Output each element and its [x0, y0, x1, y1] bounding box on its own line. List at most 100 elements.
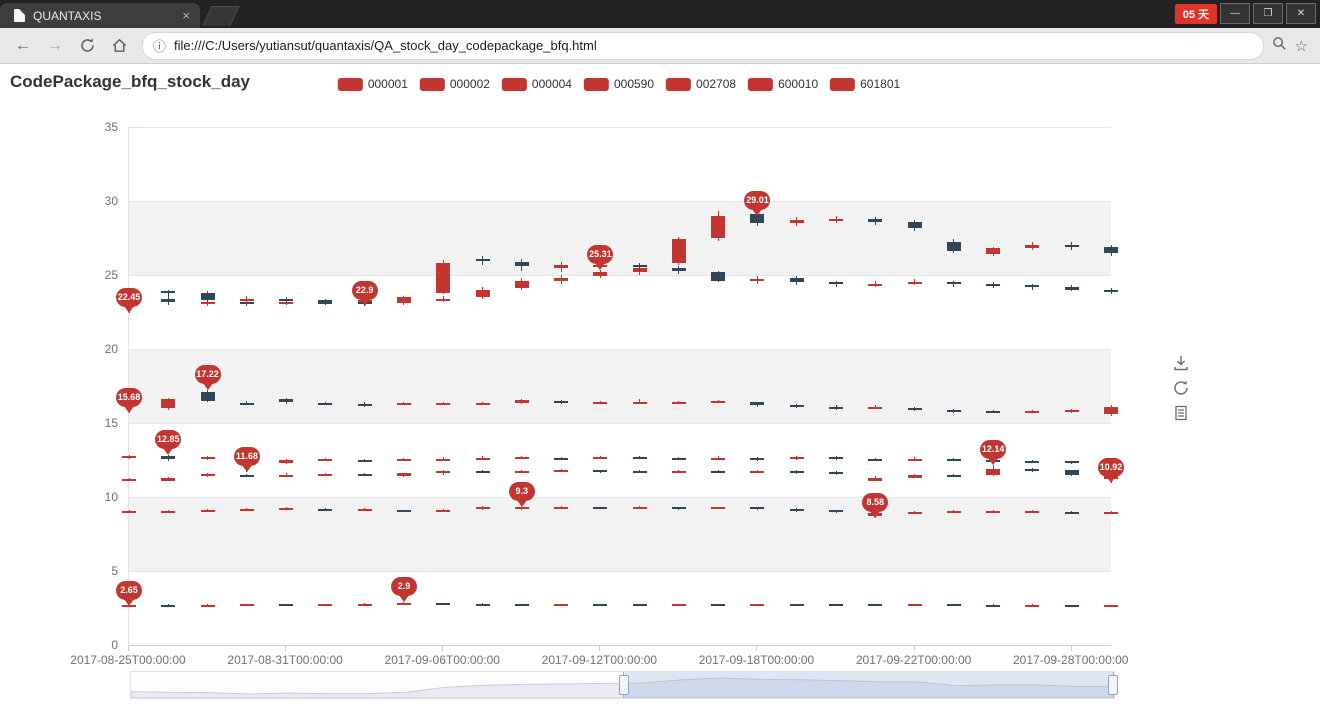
candle-body — [396, 602, 411, 605]
home-icon[interactable] — [106, 33, 132, 59]
x-axis-tick — [599, 646, 601, 651]
candle-body — [632, 264, 647, 267]
candle-body — [671, 457, 686, 460]
candle-body — [279, 474, 294, 477]
legend-marker — [830, 77, 856, 91]
candle-body — [436, 602, 451, 605]
candle-body — [475, 457, 490, 460]
x-axis-label: 2017-08-25T00:00:00 — [70, 653, 186, 667]
candle-wick — [639, 505, 641, 509]
candle-wick — [285, 473, 287, 477]
candle-body — [671, 267, 686, 271]
reload-icon[interactable] — [74, 33, 100, 59]
candle-body — [789, 277, 804, 283]
candle-body — [789, 603, 804, 606]
markpoint-tail — [752, 208, 763, 216]
candle-body — [357, 474, 372, 477]
y-axis-label: 10 — [104, 490, 118, 504]
legend-marker — [501, 77, 527, 91]
legend-label: 000004 — [531, 77, 572, 91]
plot-area[interactable]: 22.45 25.31 22.9 29.01 15.68 17.22 12.85 11.68 9… — [116, 127, 1124, 646]
candle-body — [593, 402, 608, 405]
candle-body — [239, 474, 254, 477]
y-gridline — [129, 571, 1111, 572]
candle-wick — [639, 263, 641, 271]
markpoint-tail — [124, 305, 134, 313]
candle-body — [200, 391, 215, 401]
datazoom-selection[interactable] — [618, 672, 1118, 698]
legend-label: 000002 — [449, 77, 490, 91]
legend-item-000590[interactable]: 000590 — [583, 77, 655, 91]
legend-label: 000590 — [613, 77, 655, 91]
markpoint-pin: 12.14 — [980, 440, 1007, 466]
candle-body — [554, 506, 569, 509]
candle-body — [1104, 604, 1118, 607]
new-tab-button[interactable] — [202, 6, 240, 26]
candle-body — [1104, 406, 1118, 415]
candle-body — [1104, 246, 1118, 253]
browser-tab[interactable]: QUANTAXIS × — [0, 3, 200, 28]
x-axis-label: 2017-09-06T00:00:00 — [384, 653, 500, 667]
x-axis-label: 2017-09-18T00:00:00 — [698, 653, 815, 667]
datazoom-slider[interactable] — [130, 671, 1118, 699]
candle-body — [554, 470, 569, 473]
legend-item-000002[interactable]: 000002 — [419, 77, 490, 91]
candle-body — [632, 507, 647, 510]
candle-body — [907, 282, 922, 285]
tab-close-icon[interactable]: × — [182, 8, 190, 23]
candle-body — [554, 277, 569, 281]
candle-body — [789, 220, 804, 224]
candle-body — [122, 455, 136, 458]
page-info-icon[interactable]: ⓘ — [153, 39, 167, 54]
legend-item-601801[interactable]: 601801 — [830, 77, 900, 91]
omnibox[interactable]: ⓘ file:///C:/Users/yutiansut/quantaxis/Q… — [142, 31, 1264, 60]
legend-item-002708[interactable]: 002708 — [666, 77, 736, 91]
candle-body — [279, 604, 294, 607]
candle-body — [514, 507, 529, 510]
extension-badge[interactable]: 05 天 — [1174, 3, 1217, 24]
candle-body — [161, 291, 176, 294]
save-image-icon[interactable] — [1172, 354, 1190, 372]
minimize-button[interactable]: — — [1220, 3, 1250, 24]
maximize-button[interactable]: ❐ — [1253, 3, 1283, 24]
restore-icon[interactable] — [1172, 379, 1190, 397]
candle-body — [593, 603, 608, 606]
legend-item-000001[interactable]: 000001 — [337, 77, 408, 91]
markpoint-tail — [124, 598, 134, 606]
candle-body — [907, 474, 922, 478]
candle-body — [1104, 511, 1118, 514]
zoom-icon[interactable] — [1272, 36, 1287, 56]
data-view-icon[interactable] — [1172, 404, 1190, 422]
candle-body — [200, 301, 215, 304]
datazoom-left-handle[interactable] — [618, 675, 629, 695]
bookmark-star-icon[interactable]: ☆ — [1294, 37, 1308, 55]
candle-body — [632, 401, 647, 404]
toolbox — [1172, 354, 1190, 422]
markpoint-balloon: 15.68 — [116, 387, 142, 407]
url-text[interactable]: file:///C:/Users/yutiansut/quantaxis/QA_… — [174, 38, 597, 53]
candle-body — [1025, 411, 1040, 414]
legend-item-600010[interactable]: 600010 — [748, 77, 818, 91]
candle-body — [279, 399, 294, 403]
back-icon[interactable]: ← — [15, 36, 31, 54]
candle-body — [907, 458, 922, 461]
candle-body — [200, 474, 215, 477]
legend-item-000004[interactable]: 000004 — [501, 77, 572, 91]
forward-icon[interactable]: → — [47, 36, 63, 54]
datazoom-right-handle[interactable] — [1108, 675, 1118, 695]
candle-body — [868, 283, 883, 286]
markpoint-tail — [202, 383, 213, 391]
chart-page: CodePackage_bfq_stock_day 000001 000002 00… — [0, 64, 1320, 714]
candle-body — [1064, 245, 1079, 248]
candle-body — [907, 511, 922, 514]
candle-body — [711, 272, 726, 281]
candle-body — [318, 604, 333, 607]
x-axis-tick — [756, 646, 758, 651]
candle-body — [239, 508, 254, 511]
candle-body — [200, 604, 215, 607]
candle-body — [161, 298, 176, 302]
candle-body — [161, 399, 176, 409]
markpoint-pin: 22.9 — [351, 281, 378, 307]
browser-navbar: ← → ⓘ file:///C:/Users/yutiansut/quantax… — [0, 28, 1320, 64]
close-button[interactable]: ✕ — [1286, 3, 1316, 24]
